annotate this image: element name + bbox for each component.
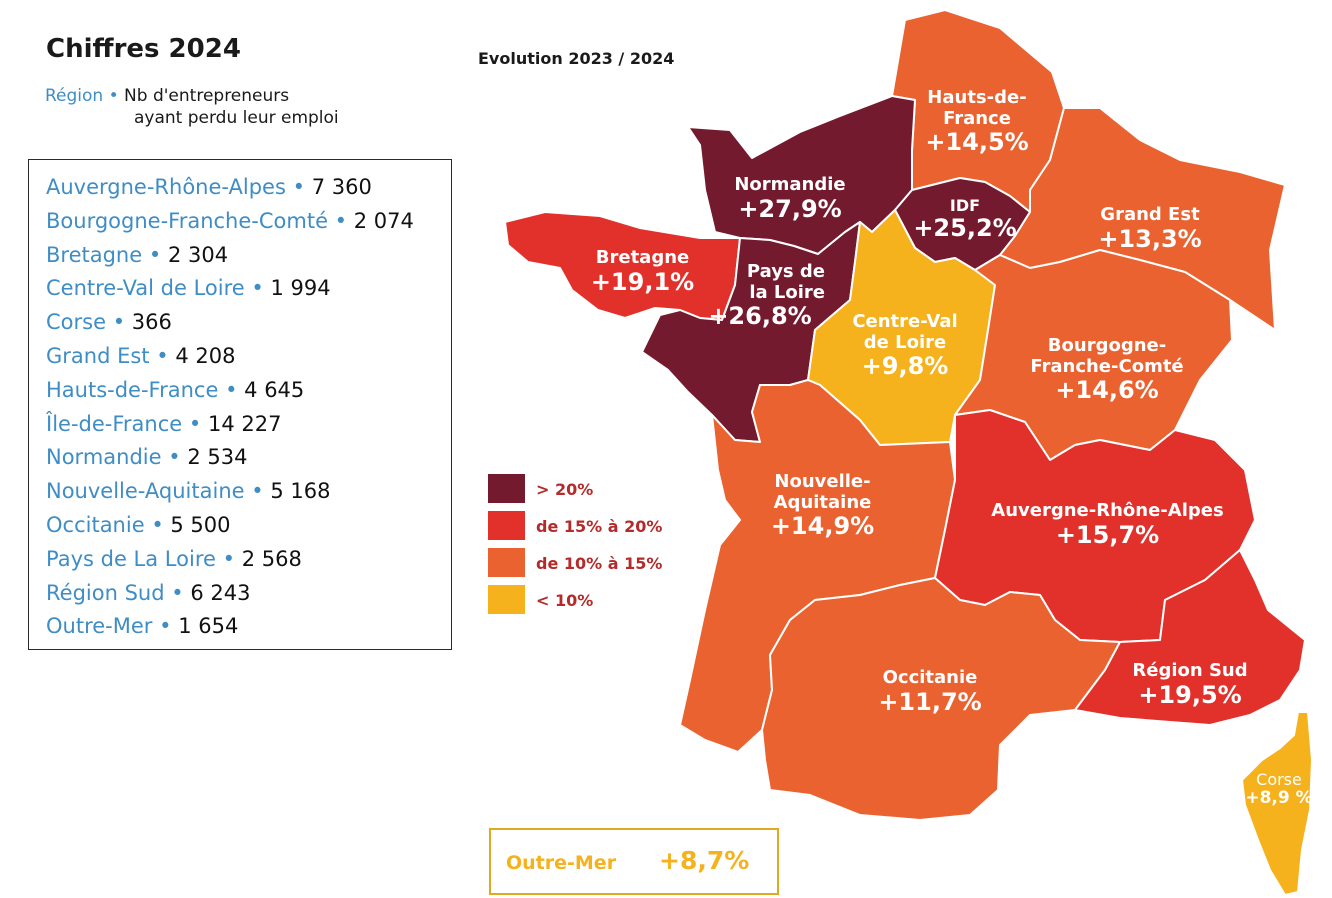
region-shape-region-sud <box>1074 549 1306 726</box>
subtitle-region: Région <box>45 86 104 106</box>
outre-mer-box: Outre-Mer +8,7% <box>489 828 779 895</box>
list-item-name: Outre-Mer <box>46 614 153 639</box>
list-item-value: 366 <box>131 310 172 335</box>
map-label-nouvelle-aquitaine: Nouvelle- Aquitaine +14,9% <box>770 471 875 541</box>
list-item: Nouvelle-Aquitaine • 5 168 <box>46 479 331 504</box>
list-item: Hauts-de-France • 4 645 <box>46 377 305 402</box>
list-item: Normandie • 2 534 <box>46 445 248 470</box>
list-item-name: Île-de-France <box>46 411 183 436</box>
list-item-value: 5 168 <box>270 479 331 504</box>
list-item-name: Normandie <box>46 445 162 470</box>
outre-mer-name: Outre-Mer <box>506 852 617 874</box>
list-item: Centre-Val de Loire • 1 994 <box>46 276 331 301</box>
legend-label: < 10% <box>536 591 594 610</box>
list-item-value: 7 360 <box>311 175 372 199</box>
map-label-centre-val-de-loire: Centre-Val de Loire +9,8% <box>852 311 958 381</box>
list-item-value: 1 654 <box>178 614 239 639</box>
list-item-value: 4 645 <box>244 377 305 402</box>
list-item-value: 2 534 <box>187 445 248 470</box>
list-item-name: Bretagne <box>46 242 143 267</box>
map-label-auvergne-rhone-alpes: Auvergne-Rhône-Alpes +15,7% <box>991 500 1224 549</box>
subtitle: Région • Nb d'entrepreneurs ayant perdu … <box>45 85 339 129</box>
list-item: Région Sud • 6 243 <box>46 580 251 605</box>
subtitle-line2: ayant perdu leur emploi <box>134 108 339 128</box>
region-shape-corse <box>1241 711 1313 896</box>
list-item-value: 1 994 <box>270 276 331 301</box>
list-item: Auvergne-Rhône-Alpes • 7 360 <box>46 175 372 199</box>
map-label-hauts-de-france: Hauts-de- France +14,5% <box>925 87 1029 157</box>
legend-label: > 20% <box>536 480 594 499</box>
list-item-name: Occitanie <box>46 512 145 537</box>
map-label-bretagne: Bretagne +19,1% <box>590 247 695 296</box>
subtitle-bullet: • <box>108 86 119 106</box>
list-item-value: 14 227 <box>207 411 282 436</box>
list-item-value: 6 243 <box>190 580 251 605</box>
list-item: Corse • 366 <box>46 310 172 335</box>
region-shape-occitanie <box>761 577 1121 821</box>
list-item-name: Hauts-de-France <box>46 377 219 402</box>
list-item: Pays de La Loire • 2 568 <box>46 546 302 571</box>
list-item-name: Corse <box>46 310 107 335</box>
list-item-name: Nouvelle-Aquitaine <box>46 479 245 504</box>
map-label-grand-est: Grand Est +13,3% <box>1098 204 1202 253</box>
list-item-name: Bourgogne-Franche-Comté <box>46 208 328 233</box>
list-item-value: 2 074 <box>353 208 414 233</box>
outre-mer-value: +8,7% <box>659 846 750 875</box>
list-item-value: 5 500 <box>170 512 231 537</box>
region-list-box <box>28 159 452 650</box>
map-label-pays-de-la-loire: Pays de la Loire +26,8% <box>708 261 825 331</box>
legend-swatch <box>488 474 525 503</box>
legend-label: de 15% à 20% <box>536 517 663 536</box>
list-item-name: Pays de La Loire <box>46 546 216 571</box>
list-item: Grand Est • 4 208 <box>46 343 236 368</box>
list-item: Outre-Mer • 1 654 <box>46 614 239 639</box>
map-label-bourgogne-franche-comte: Bourgogne- Franche-Comté +14,6% <box>1030 335 1184 405</box>
list-item-value: 2 304 <box>167 242 229 267</box>
list-item-name: Région Sud <box>46 580 165 605</box>
subtitle-line1: Nb d'entrepreneurs <box>124 86 290 106</box>
legend-swatch <box>488 511 525 540</box>
map-label-idf: IDF +25,2% <box>913 196 1017 243</box>
list-item: Bretagne • 2 304 <box>46 242 229 267</box>
legend-swatch <box>488 585 525 614</box>
region-list: Auvergne-Rhône-Alpes • 7 360 Bourgogne-F… <box>46 172 414 645</box>
list-item-value: 4 208 <box>175 343 236 368</box>
list-item-value: 2 568 <box>241 546 302 571</box>
page-title: Chiffres 2024 <box>46 34 241 64</box>
legend-swatch <box>488 548 525 577</box>
map-label-corse: Corse +8,9 % <box>1245 770 1313 809</box>
evolution-label: Evolution 2023 / 2024 <box>478 49 675 68</box>
list-item: Occitanie • 5 500 <box>46 512 231 537</box>
list-item-name: Centre-Val de Loire <box>46 276 245 301</box>
map-label-region-sud: Région Sud +19,5% <box>1132 660 1248 709</box>
list-item: Île-de-France • 14 227 <box>46 411 282 436</box>
map-label-normandie: Normandie +27,9% <box>734 174 846 223</box>
map-label-occitanie: Occitanie +11,7% <box>878 667 982 716</box>
list-item-name: Auvergne-Rhône-Alpes <box>46 175 286 199</box>
list-item: Bourgogne-Franche-Comté • 2 074 <box>46 208 414 233</box>
legend-label: de 10% à 15% <box>536 554 663 573</box>
list-item-name: Grand Est <box>46 343 150 368</box>
